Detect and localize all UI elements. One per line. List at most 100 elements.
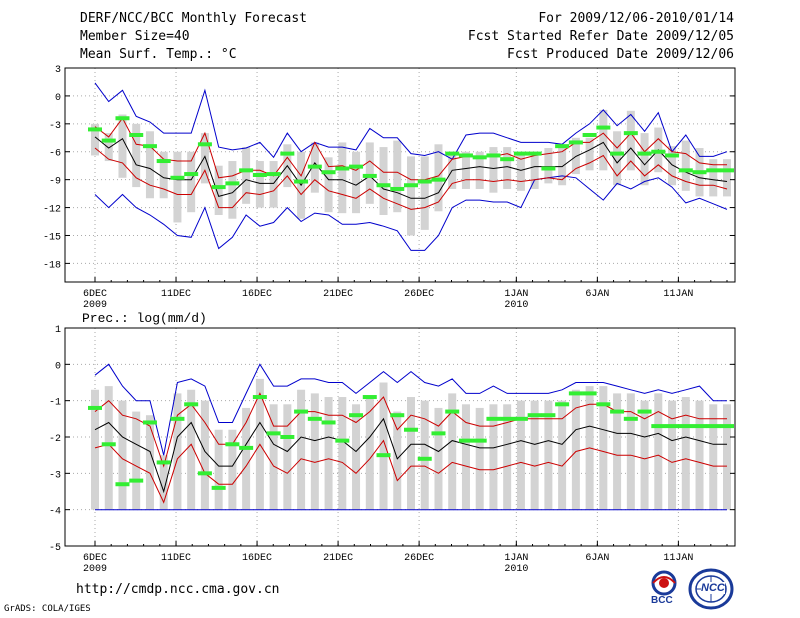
median-marker: [417, 456, 432, 461]
spread-box: [269, 161, 278, 208]
median-marker: [692, 424, 707, 429]
spread-box: [503, 404, 512, 510]
x-tick-label: 16DEC: [242, 289, 272, 300]
x-tick-label: 26DEC: [404, 289, 434, 300]
median-marker: [486, 416, 501, 421]
median-marker: [101, 138, 116, 143]
median-marker: [582, 132, 597, 137]
spread-box: [516, 153, 525, 191]
y-tick-label: 3: [55, 65, 61, 76]
median-marker: [211, 485, 226, 490]
p25-line: [94, 147, 728, 210]
median-marker: [458, 438, 473, 443]
spread-box: [379, 382, 388, 510]
spread-box: [159, 455, 168, 510]
median-marker: [486, 153, 501, 158]
median-marker: [197, 471, 212, 476]
y-tick-label: 0: [55, 93, 61, 104]
median-marker: [678, 168, 693, 173]
spread-box: [434, 407, 443, 510]
median-marker: [678, 424, 693, 429]
spread-box: [338, 397, 347, 510]
median-marker: [527, 413, 542, 418]
median-marker: [500, 416, 515, 421]
x-tick-year-label: 2010: [504, 564, 528, 575]
median-marker: [541, 413, 556, 418]
median-marker: [665, 153, 680, 158]
x-tick-label: 16DEC: [242, 553, 272, 564]
spread-box: [132, 123, 141, 188]
spread-box: [283, 404, 292, 510]
spread-box: [91, 389, 99, 510]
median-marker: [706, 168, 721, 173]
median-marker: [280, 151, 295, 156]
forecast-start-date: Fcst Started Refer Date 2009/12/05: [467, 29, 734, 44]
spread-box: [448, 393, 457, 510]
spread-box: [338, 142, 347, 214]
p25-line: [94, 439, 727, 504]
x-tick-label: 21DEC: [323, 553, 353, 564]
spread-box: [585, 137, 594, 171]
spread-box: [613, 131, 622, 186]
median-marker: [568, 391, 583, 396]
median-marker: [637, 151, 652, 156]
spread-box: [187, 151, 196, 213]
median-marker: [266, 172, 281, 177]
spread-box: [723, 159, 731, 197]
x-tick-label: 11DEC: [161, 553, 191, 564]
median-marker: [445, 151, 460, 156]
spread-box: [681, 397, 690, 510]
median-marker: [197, 142, 212, 147]
y-tick-label: -4: [49, 507, 61, 518]
median-marker: [651, 424, 666, 429]
spread-box: [640, 133, 649, 186]
median-marker: [541, 166, 556, 171]
spread-box: [352, 151, 361, 214]
x-tick-label: 6JAN: [585, 289, 609, 300]
forecast-produced-date: Fcst Produced Date 2009/12/06: [507, 47, 734, 62]
spread-box: [297, 389, 306, 510]
spread-box: [530, 151, 539, 189]
median-marker: [445, 409, 460, 414]
min-line: [94, 175, 728, 251]
median-marker: [129, 478, 144, 483]
ncc-logo-text: NCC: [701, 582, 725, 594]
spread-box: [613, 393, 622, 510]
spread-box: [187, 389, 196, 510]
spread-box: [118, 114, 127, 178]
chart-title: DERF/NCC/BCC Monthly Forecast: [80, 11, 307, 26]
y-tick-label: -9: [49, 177, 61, 188]
median-marker: [472, 155, 487, 160]
median-marker: [555, 144, 570, 149]
spread-box: [544, 400, 553, 510]
spread-box: [200, 400, 209, 510]
bcc-logo: BCC: [643, 568, 685, 610]
median-marker: [88, 127, 102, 132]
spread-box: [269, 404, 278, 510]
median-marker: [211, 185, 226, 190]
y-tick-label: -15: [43, 232, 61, 243]
median-marker: [239, 445, 254, 450]
spread-box: [214, 165, 223, 216]
median-marker: [623, 131, 638, 136]
median-marker: [692, 170, 707, 175]
median-marker: [390, 413, 405, 418]
y-tick-label: -6: [49, 149, 61, 160]
spread-box: [132, 411, 141, 510]
median-marker: [115, 116, 130, 121]
grads-credit: GrADS: COLA/IGES: [4, 604, 91, 614]
spread-box: [200, 133, 209, 184]
spread-box: [310, 393, 319, 510]
source-url[interactable]: http://cmdp.ncc.cma.gov.cn: [76, 582, 280, 597]
ncc-logo: NCC: [688, 568, 734, 610]
median-marker: [390, 186, 405, 191]
x-tick-label: 11DEC: [161, 289, 191, 300]
y-tick-label: -5: [49, 543, 61, 554]
median-marker: [596, 402, 611, 407]
spread-box: [503, 147, 512, 189]
mean-line: [94, 417, 727, 494]
median-marker: [156, 159, 171, 164]
median-marker: [472, 438, 487, 443]
spread-box: [516, 400, 525, 510]
